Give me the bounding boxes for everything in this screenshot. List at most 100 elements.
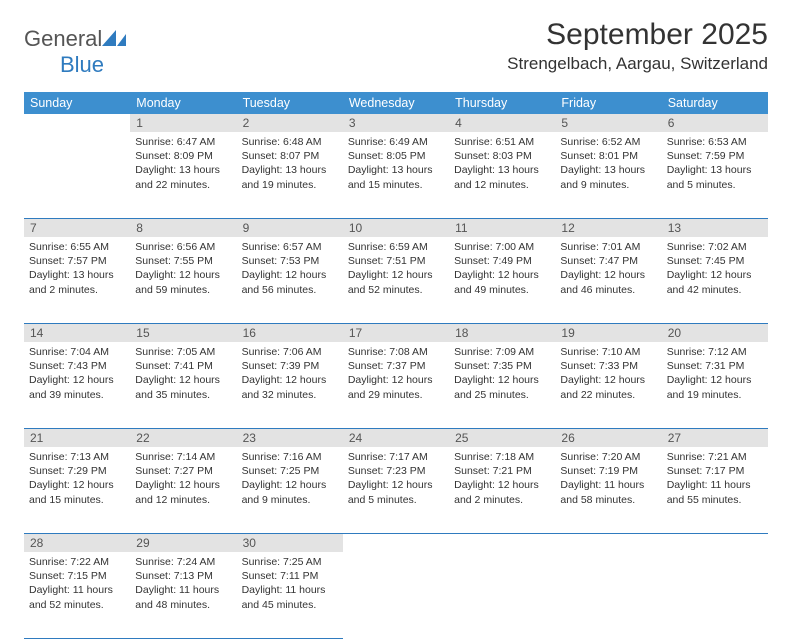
daylight-text: and 42 minutes. (667, 283, 763, 297)
day-cell: Sunrise: 7:24 AMSunset: 7:13 PMDaylight:… (130, 552, 236, 638)
week-row: 78910111213Sunrise: 6:55 AMSunset: 7:57 … (24, 219, 768, 324)
sunset-text: Sunset: 7:23 PM (348, 464, 444, 478)
sunset-text: Sunset: 7:35 PM (454, 359, 550, 373)
sunrise-text: Sunrise: 7:25 AM (242, 555, 338, 569)
day-number: 30 (237, 534, 343, 552)
daylight-text: and 15 minutes. (348, 178, 444, 192)
sunset-text: Sunset: 7:25 PM (242, 464, 338, 478)
sunrise-text: Sunrise: 7:00 AM (454, 240, 550, 254)
day-cell: Sunrise: 7:08 AMSunset: 7:37 PMDaylight:… (343, 342, 449, 428)
day-number: 14 (24, 324, 130, 342)
daylight-text: and 22 minutes. (560, 388, 656, 402)
daylight-text: Daylight: 12 hours (560, 373, 656, 387)
day-body-row: Sunrise: 6:47 AMSunset: 8:09 PMDaylight:… (24, 132, 768, 218)
sunset-text: Sunset: 7:55 PM (135, 254, 231, 268)
sunset-text: Sunset: 7:47 PM (560, 254, 656, 268)
daylight-text: Daylight: 11 hours (560, 478, 656, 492)
day-cell (343, 552, 449, 638)
daylight-text: Daylight: 12 hours (454, 478, 550, 492)
weekday-header: Saturday (662, 92, 768, 114)
day-number-row: 282930 (24, 534, 768, 552)
day-cell: Sunrise: 7:18 AMSunset: 7:21 PMDaylight:… (449, 447, 555, 533)
day-cell: Sunrise: 7:21 AMSunset: 7:17 PMDaylight:… (662, 447, 768, 533)
daylight-text: and 9 minutes. (560, 178, 656, 192)
week-row: 123456Sunrise: 6:47 AMSunset: 8:09 PMDay… (24, 114, 768, 219)
daylight-text: and 49 minutes. (454, 283, 550, 297)
day-cell: Sunrise: 7:01 AMSunset: 7:47 PMDaylight:… (555, 237, 661, 323)
day-number: 7 (24, 219, 130, 237)
day-number: 15 (130, 324, 236, 342)
day-number: 24 (343, 429, 449, 447)
daylight-text: and 45 minutes. (242, 598, 338, 612)
day-cell: Sunrise: 7:17 AMSunset: 7:23 PMDaylight:… (343, 447, 449, 533)
day-number (24, 114, 130, 132)
day-body-row: Sunrise: 6:55 AMSunset: 7:57 PMDaylight:… (24, 237, 768, 323)
day-cell: Sunrise: 7:13 AMSunset: 7:29 PMDaylight:… (24, 447, 130, 533)
sunset-text: Sunset: 8:03 PM (454, 149, 550, 163)
day-number: 6 (662, 114, 768, 132)
sunset-text: Sunset: 7:53 PM (242, 254, 338, 268)
day-number: 18 (449, 324, 555, 342)
sunrise-text: Sunrise: 7:24 AM (135, 555, 231, 569)
weekday-header: Thursday (449, 92, 555, 114)
day-cell (555, 552, 661, 638)
sunrise-text: Sunrise: 7:12 AM (667, 345, 763, 359)
week-row: 282930Sunrise: 7:22 AMSunset: 7:15 PMDay… (24, 534, 768, 639)
sunset-text: Sunset: 7:31 PM (667, 359, 763, 373)
sunset-text: Sunset: 7:21 PM (454, 464, 550, 478)
sunset-text: Sunset: 7:29 PM (29, 464, 125, 478)
sunset-text: Sunset: 8:09 PM (135, 149, 231, 163)
header: General Blue September 2025 Strengelbach… (24, 18, 768, 78)
daylight-text: Daylight: 12 hours (242, 373, 338, 387)
day-number: 19 (555, 324, 661, 342)
sunset-text: Sunset: 7:59 PM (667, 149, 763, 163)
daylight-text: and 25 minutes. (454, 388, 550, 402)
sunset-text: Sunset: 7:39 PM (242, 359, 338, 373)
day-cell: Sunrise: 6:57 AMSunset: 7:53 PMDaylight:… (237, 237, 343, 323)
daylight-text: and 12 minutes. (454, 178, 550, 192)
sunrise-text: Sunrise: 6:51 AM (454, 135, 550, 149)
daylight-text: and 9 minutes. (242, 493, 338, 507)
weekday-header: Friday (555, 92, 661, 114)
sunrise-text: Sunrise: 7:17 AM (348, 450, 444, 464)
day-body-row: Sunrise: 7:13 AMSunset: 7:29 PM Daylight:… (24, 447, 768, 533)
daylight-text: Daylight: 12 hours (667, 268, 763, 282)
day-number: 21 (24, 429, 130, 447)
day-cell: Sunrise: 6:48 AMSunset: 8:07 PMDaylight:… (237, 132, 343, 218)
daylight-text: Daylight: 12 hours (348, 268, 444, 282)
daylight-text: and 2 minutes. (454, 493, 550, 507)
daylight-text: and 5 minutes. (667, 178, 763, 192)
sunrise-text: Sunrise: 6:47 AM (135, 135, 231, 149)
brand-name-part1: General (24, 26, 102, 51)
daylight-text: and 48 minutes. (135, 598, 231, 612)
day-number: 2 (237, 114, 343, 132)
day-cell (24, 132, 130, 218)
day-number (449, 534, 555, 552)
day-number: 3 (343, 114, 449, 132)
weekday-header: Wednesday (343, 92, 449, 114)
sunset-text: Sunset: 7:33 PM (560, 359, 656, 373)
day-number: 13 (662, 219, 768, 237)
day-cell: Sunrise: 7:10 AMSunset: 7:33 PMDaylight:… (555, 342, 661, 428)
day-number: 17 (343, 324, 449, 342)
daylight-text: Daylight: 11 hours (242, 583, 338, 597)
sunrise-text: Sunrise: 7:08 AM (348, 345, 444, 359)
brand-name: General Blue (24, 26, 126, 78)
day-number: 9 (237, 219, 343, 237)
sail-icon (102, 30, 126, 46)
day-number-row: 78910111213 (24, 219, 768, 237)
sunset-text: Sunset: 7:45 PM (667, 254, 763, 268)
day-number-row: 14151617181920 (24, 324, 768, 342)
daylight-text: and 52 minutes. (29, 598, 125, 612)
sunrise-text: Sunrise: 7:13 AM (29, 450, 125, 464)
day-number: 25 (449, 429, 555, 447)
day-body-row: Sunrise: 7:22 AMSunset: 7:15 PMDaylight:… (24, 552, 768, 638)
daylight-text: Daylight: 12 hours (348, 373, 444, 387)
day-number (343, 534, 449, 552)
daylight-text: and 46 minutes. (560, 283, 656, 297)
week-row: 14151617181920Sunrise: 7:04 AMSunset: 7:… (24, 324, 768, 429)
sunset-text: Sunset: 7:15 PM (29, 569, 125, 583)
day-number: 4 (449, 114, 555, 132)
sunrise-text: Sunrise: 6:57 AM (242, 240, 338, 254)
day-cell: Sunrise: 7:09 AMSunset: 7:35 PMDaylight:… (449, 342, 555, 428)
